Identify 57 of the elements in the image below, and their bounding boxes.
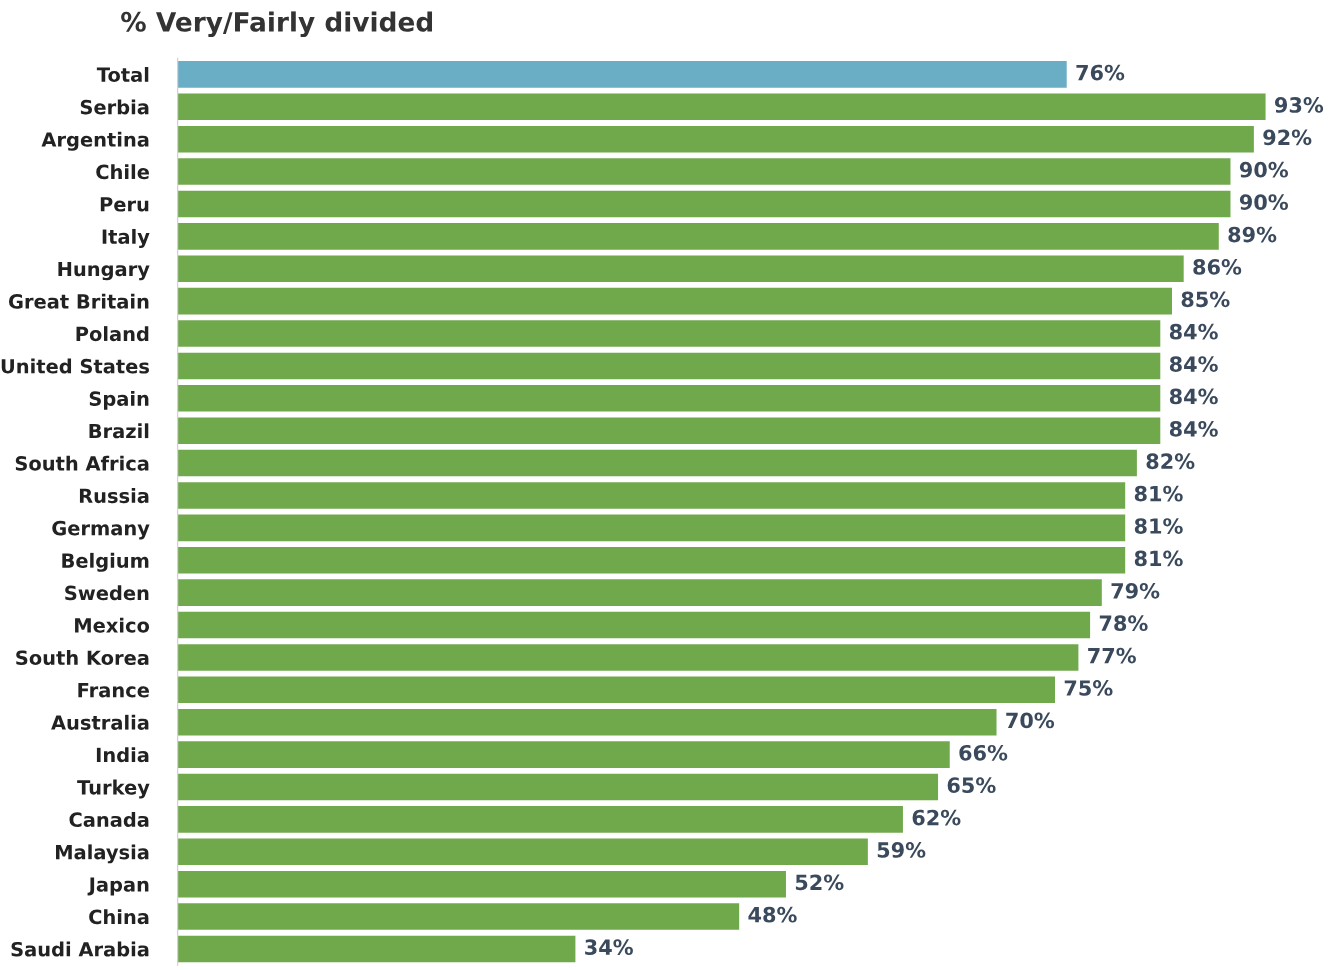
y-tick-label: Australia	[51, 714, 149, 730]
y-tick-label: Argentina	[41, 131, 149, 151]
y-tick-label: Canada	[69, 812, 149, 828]
y-tick-label: Great Britain	[8, 293, 149, 309]
y-tick-label: China	[89, 909, 149, 925]
y-tick-label: Spain	[89, 390, 149, 410]
data-label: 70%	[1006, 712, 1055, 729]
data-label: 90%	[1239, 161, 1289, 178]
y-tick-label: Malaysia	[56, 844, 149, 864]
y-tick-label: Saudi Arabia	[11, 941, 149, 957]
y-tick-label: Germany	[52, 520, 150, 540]
y-tick-label: Chile	[96, 164, 149, 180]
data-label: 84%	[1169, 323, 1218, 340]
data-label: 75%	[1064, 680, 1113, 696]
data-label: 92%	[1263, 129, 1312, 146]
data-label: 81%	[1134, 485, 1183, 502]
data-label: 84%	[1169, 420, 1218, 437]
data-label: 79%	[1111, 582, 1160, 599]
data-label: 66%	[959, 744, 1008, 761]
y-tick-label: Peru	[100, 197, 149, 212]
y-tick-label: India	[96, 747, 149, 763]
data-label: 86%	[1193, 259, 1242, 275]
y-tick-label: Poland	[76, 326, 149, 342]
data-label: 93%	[1274, 97, 1324, 113]
data-label: 77%	[1088, 647, 1136, 664]
y-tick-label: Russia	[79, 488, 149, 504]
data-label: 48%	[748, 906, 797, 923]
y-tick-label: Japan	[87, 877, 149, 896]
data-label: 78%	[1099, 615, 1148, 632]
data-label: 89%	[1228, 226, 1277, 243]
y-tick-label: Serbia	[80, 99, 149, 115]
data-label: 34%	[585, 939, 633, 955]
y-tick-label: Brazil	[89, 423, 149, 439]
data-label: 84%	[1169, 388, 1218, 405]
data-label: 59%	[877, 842, 926, 858]
y-tick-label: South Africa	[15, 455, 149, 471]
y-tick-label: Turkey	[77, 779, 150, 799]
chart-title: % Very/Fairly divided	[121, 11, 433, 38]
y-tick-label: Belgium	[62, 552, 149, 572]
data-label: 65%	[947, 777, 996, 794]
data-label: 76%	[1076, 64, 1125, 81]
y-tick-label: Total	[96, 67, 149, 83]
y-tick-label: Sweden	[65, 585, 149, 601]
y-tick-label: South Korea	[16, 650, 149, 666]
y-tick-label: United States	[1, 358, 149, 374]
y-tick-label: Italy	[102, 228, 150, 248]
data-label: 62%	[912, 809, 961, 826]
y-tick-label: Mexico	[75, 617, 150, 633]
data-label: 82%	[1146, 453, 1195, 470]
data-label: 81%	[1134, 550, 1183, 567]
data-label: 81%	[1134, 518, 1183, 534]
y-tick-label: Hungary	[58, 261, 150, 281]
y-tick-label: France	[78, 683, 149, 698]
data-label: 52%	[795, 874, 844, 891]
data-label: 84%	[1169, 356, 1218, 372]
data-label: 85%	[1181, 291, 1230, 308]
data-label: 90%	[1239, 194, 1289, 210]
